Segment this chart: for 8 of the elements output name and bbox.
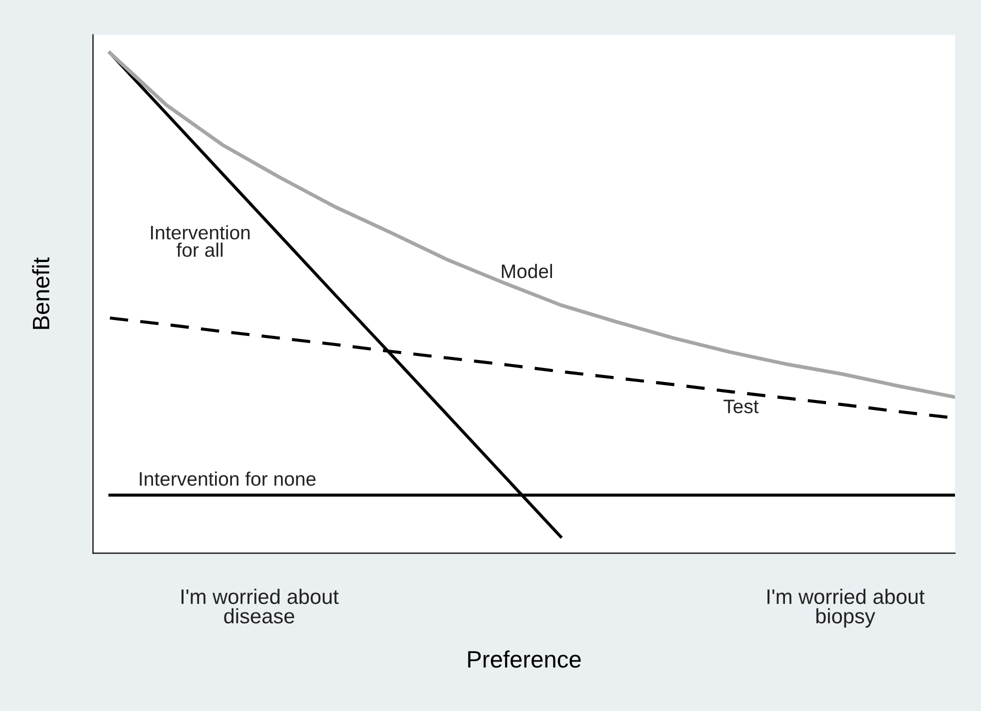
series-label: Test <box>724 400 759 414</box>
x-axis-title: Preference <box>468 650 581 668</box>
y-axis-title: Benefit <box>32 257 50 329</box>
series-label: Intervention for none <box>140 472 316 486</box>
text: I'm worried about disease <box>182 588 339 624</box>
series-label: Intervention for all <box>151 225 250 257</box>
series-label: Model <box>502 264 552 278</box>
text: I'm worried about biopsy <box>768 588 925 628</box>
